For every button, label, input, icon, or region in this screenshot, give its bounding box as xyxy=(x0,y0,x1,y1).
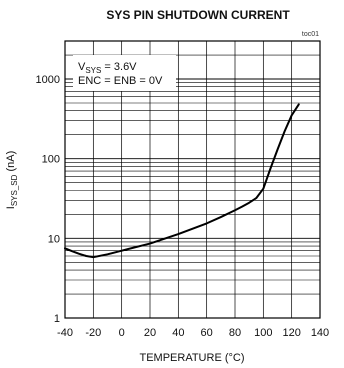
x-tick-label: 100 xyxy=(254,327,272,339)
x-tick-label: -40 xyxy=(57,327,73,339)
plot-frame xyxy=(64,40,321,319)
y-axis-label: ISYS_SD (nA) xyxy=(5,151,19,209)
tick-labels: -40 -20 0 20 40 60 80 100 120 140 1 10 100 1000 xyxy=(36,74,330,339)
y-axis-label-sub: SYS_SD xyxy=(10,174,19,206)
annotation-enc: ENC = ENB = 0V xyxy=(78,75,163,87)
x-tick-label: 60 xyxy=(201,327,213,339)
x-tick-label: -20 xyxy=(85,327,101,339)
y-tick-label: 100 xyxy=(42,154,60,166)
series-layer xyxy=(64,103,300,259)
y-axis-label-unit: (nA) xyxy=(5,151,17,175)
annotation-vsys-rest: = 3.6V xyxy=(101,61,137,73)
x-tick-label: 140 xyxy=(311,327,329,339)
x-tick-label: 40 xyxy=(172,327,184,339)
y-tick-label: 1 xyxy=(54,313,60,325)
annotation-vsys-sub: SYS xyxy=(85,66,101,75)
x-tick-label: 0 xyxy=(119,327,125,339)
x-tick-label: 80 xyxy=(229,327,241,339)
annotation-box xyxy=(73,55,176,91)
y-axis-label-main: I xyxy=(5,206,17,209)
x-axis-label: TEMPERATURE (°C) xyxy=(139,352,244,364)
gridlines xyxy=(65,40,320,318)
y-tick-label: 10 xyxy=(48,233,60,245)
chart-tag: toc01 xyxy=(302,31,319,38)
x-tick-label: 20 xyxy=(144,327,156,339)
annotation-vsys-main: V xyxy=(78,61,86,73)
y-tick-label: 1000 xyxy=(36,74,60,86)
annotation-vsys: VSYS = 3.6V xyxy=(78,61,137,75)
x-tick-label: 120 xyxy=(282,327,300,339)
chart-title: SYS PIN SHUTDOWN CURRENT xyxy=(106,8,290,22)
series-line xyxy=(64,103,300,259)
